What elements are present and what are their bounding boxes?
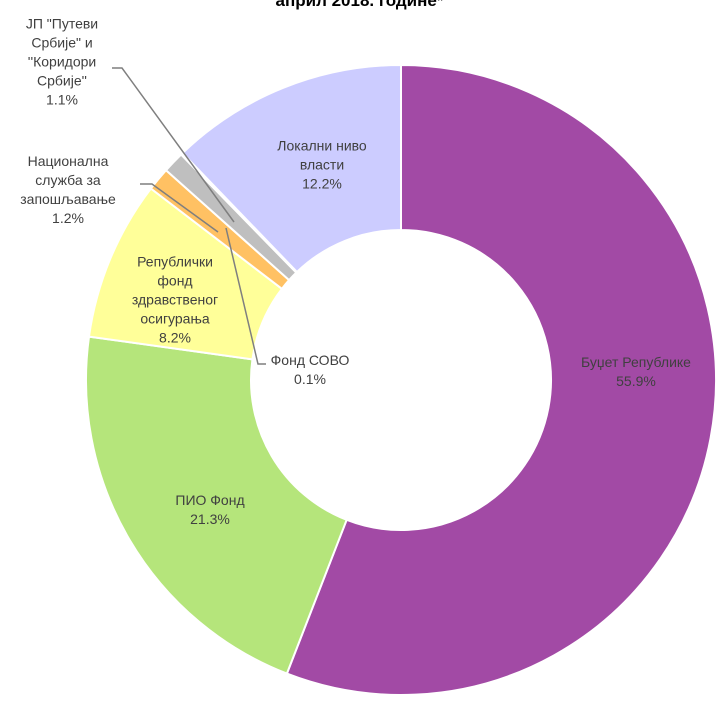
data-label: ЈП "Путеви Србије" и ''Коридори Србије''… — [7, 15, 117, 110]
data-label: Фонд СОВО 0.1% — [260, 351, 360, 389]
label-name: ЈП "Путеви Србије" и ''Коридори Србије'' — [25, 15, 99, 89]
label-value: 1.2% — [52, 210, 84, 226]
data-label: Локални ниво власти 12.2% — [262, 137, 382, 194]
label-value: 12.2% — [302, 175, 342, 192]
data-label: ПИО Фонд 21.3% — [150, 491, 270, 529]
leader-line — [140, 183, 219, 233]
label-name: Национална служба за запошљавање — [20, 153, 116, 207]
slice — [285, 63, 717, 696]
data-label: Републички фонд здравственог осигурања 8.… — [120, 253, 230, 348]
label-name: Локални ниво власти — [277, 137, 367, 173]
leader-line — [112, 67, 235, 223]
data-label: Национална служба за запошљавање 1.2% — [3, 152, 133, 228]
slices — [85, 63, 717, 696]
label-value: 1.1% — [46, 91, 78, 108]
label-name: Буџет Републике — [581, 354, 691, 370]
label-name: Фонд СОВО — [270, 352, 350, 368]
label-value: 0.1% — [294, 371, 326, 387]
data-label: Буџет Републике 55.9% — [556, 353, 716, 391]
label-name: ПИО Фонд — [175, 492, 245, 508]
slice — [181, 63, 402, 274]
label-value: 8.2% — [159, 329, 191, 346]
label-value: 21.3% — [190, 511, 230, 527]
label-value: 55.9% — [616, 373, 656, 389]
chart-title: април 2018. године* — [275, 0, 444, 10]
label-name: Републички фонд здравственог осигурања — [131, 253, 219, 327]
slice — [85, 335, 348, 675]
leader-line — [225, 227, 266, 365]
